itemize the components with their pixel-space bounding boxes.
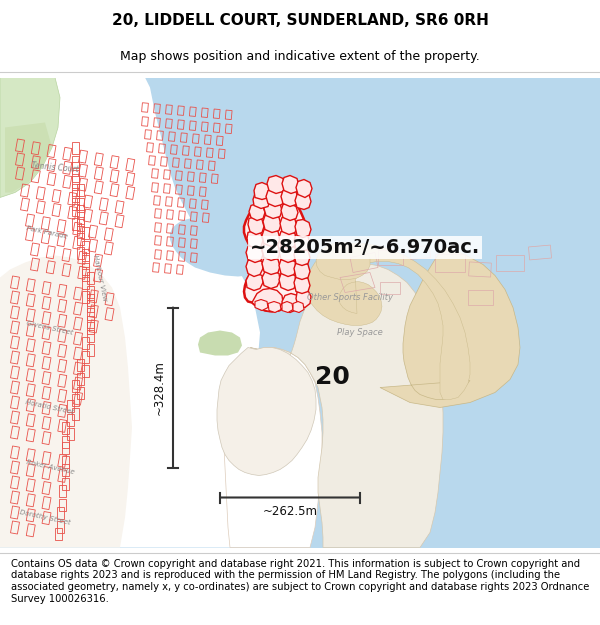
Text: Harbour View: Harbour View [92, 254, 108, 301]
Polygon shape [262, 242, 280, 261]
Polygon shape [279, 259, 296, 276]
Polygon shape [294, 276, 310, 294]
Polygon shape [246, 259, 263, 276]
Text: Tennis Court: Tennis Court [31, 161, 79, 174]
Polygon shape [0, 78, 60, 198]
Polygon shape [246, 244, 263, 262]
Polygon shape [262, 229, 280, 246]
Polygon shape [264, 201, 282, 219]
Polygon shape [5, 122, 52, 192]
Polygon shape [263, 214, 281, 232]
Polygon shape [249, 204, 265, 221]
Polygon shape [279, 244, 296, 262]
Polygon shape [294, 248, 310, 266]
Text: 20, LIDDELL COURT, SUNDERLAND, SR6 0RH: 20, LIDDELL COURT, SUNDERLAND, SR6 0RH [112, 12, 488, 28]
Polygon shape [294, 234, 310, 251]
Polygon shape [279, 231, 296, 249]
Polygon shape [316, 242, 370, 279]
Polygon shape [282, 176, 299, 194]
Text: Dorothy Street: Dorothy Street [19, 509, 71, 526]
Polygon shape [267, 176, 285, 194]
Polygon shape [279, 272, 296, 291]
Polygon shape [268, 301, 281, 312]
Polygon shape [252, 289, 283, 311]
Text: Play Space: Play Space [337, 328, 383, 337]
Polygon shape [281, 189, 298, 206]
Text: Roker Avenue: Roker Avenue [25, 459, 74, 476]
Polygon shape [254, 182, 271, 199]
Polygon shape [217, 348, 316, 476]
Polygon shape [0, 78, 260, 548]
Polygon shape [170, 217, 263, 276]
Polygon shape [262, 256, 280, 274]
Text: Horatio Street: Horatio Street [25, 399, 75, 416]
Text: Givens Street: Givens Street [26, 319, 74, 336]
Text: Contains OS data © Crown copyright and database right 2021. This information is : Contains OS data © Crown copyright and d… [11, 559, 589, 604]
Polygon shape [293, 301, 304, 312]
Polygon shape [262, 271, 280, 289]
Text: Park Parade: Park Parade [26, 225, 68, 240]
Text: Map shows position and indicative extent of the property.: Map shows position and indicative extent… [120, 49, 480, 62]
Polygon shape [294, 261, 310, 279]
Polygon shape [247, 231, 263, 249]
Polygon shape [281, 204, 298, 221]
Polygon shape [306, 244, 470, 399]
Polygon shape [282, 294, 300, 312]
Polygon shape [250, 264, 443, 548]
Polygon shape [296, 179, 312, 198]
Polygon shape [282, 301, 293, 312]
Polygon shape [246, 272, 263, 291]
Polygon shape [255, 299, 268, 311]
Polygon shape [253, 191, 270, 209]
Polygon shape [248, 216, 264, 234]
Polygon shape [380, 248, 520, 408]
Polygon shape [295, 219, 311, 238]
Text: ~328.4m: ~328.4m [152, 360, 166, 415]
Text: Other Sports Facility: Other Sports Facility [307, 293, 393, 302]
Polygon shape [266, 189, 284, 206]
Polygon shape [224, 348, 322, 548]
Text: ~28205m²/~6.970ac.: ~28205m²/~6.970ac. [250, 238, 480, 257]
Text: 20: 20 [315, 366, 350, 389]
Text: ~262.5m: ~262.5m [263, 505, 317, 518]
Polygon shape [198, 331, 242, 356]
Polygon shape [295, 192, 311, 209]
Polygon shape [244, 194, 308, 311]
Polygon shape [280, 216, 297, 234]
Polygon shape [296, 289, 311, 308]
Polygon shape [0, 256, 132, 548]
